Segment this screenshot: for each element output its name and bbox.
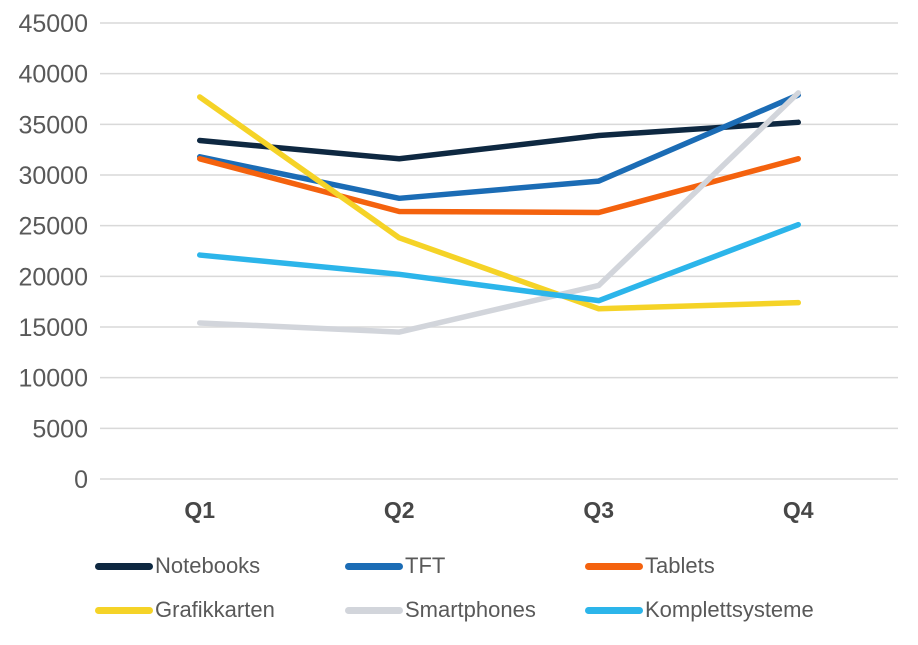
legend-item-komplettsysteme: Komplettsysteme xyxy=(585,596,885,624)
y-axis-tick-label: 5000 xyxy=(32,415,88,443)
y-axis-tick-label: 0 xyxy=(74,466,88,494)
series-line-grafikkarten xyxy=(197,94,801,312)
x-axis-category-label: Q4 xyxy=(783,497,814,523)
y-axis-tick-label: 20000 xyxy=(18,263,88,291)
legend-item-tablets: Tablets xyxy=(585,552,885,580)
legend-item-grafikkarten: Grafikkarten xyxy=(95,596,345,624)
legend-label: Komplettsysteme xyxy=(645,597,814,622)
legend-swatch xyxy=(95,606,153,614)
legend-swatch xyxy=(345,562,403,570)
y-axis-tick-label: 35000 xyxy=(18,111,88,139)
y-axis-tick-label: 30000 xyxy=(18,162,88,190)
y-axis-tick-label: 15000 xyxy=(18,314,88,342)
legend-item-tft: TFT xyxy=(345,552,585,580)
series-line-tft xyxy=(197,92,801,202)
legend-swatch xyxy=(95,562,153,570)
plot-area: 0 5000 10000 15000 20000 25000 30000 35000 40000… xyxy=(18,10,898,523)
x-axis-category-label: Q2 xyxy=(384,497,415,523)
legend-label: Notebooks xyxy=(155,553,261,578)
x-axis-category-label: Q1 xyxy=(184,497,215,523)
series-line-smartphones xyxy=(197,90,801,335)
legend-label: TFT xyxy=(405,553,446,578)
legend-item-notebooks: Notebooks xyxy=(95,552,345,580)
chart-legend: Notebooks TFT Tablets Grafikkarten Smartphon… xyxy=(95,552,885,624)
legend-swatch xyxy=(345,606,403,614)
legend-label: Tablets xyxy=(645,553,715,578)
y-axis-tick-label: 45000 xyxy=(18,10,88,38)
legend-item-smartphones: Smartphones xyxy=(345,596,585,624)
legend-label: Grafikkarten xyxy=(155,597,275,622)
y-axis-tick-label: 10000 xyxy=(18,365,88,393)
x-axis-category-label: Q3 xyxy=(583,497,614,523)
legend-swatch xyxy=(585,606,643,614)
series-line-notebooks xyxy=(197,119,801,162)
legend-swatch xyxy=(585,562,643,570)
y-axis-tick-label: 40000 xyxy=(18,61,88,89)
y-axis-tick-label: 25000 xyxy=(18,213,88,241)
series-line-tablets xyxy=(197,156,801,216)
series-line-komplettsysteme xyxy=(197,221,801,304)
legend-label: Smartphones xyxy=(405,597,536,622)
